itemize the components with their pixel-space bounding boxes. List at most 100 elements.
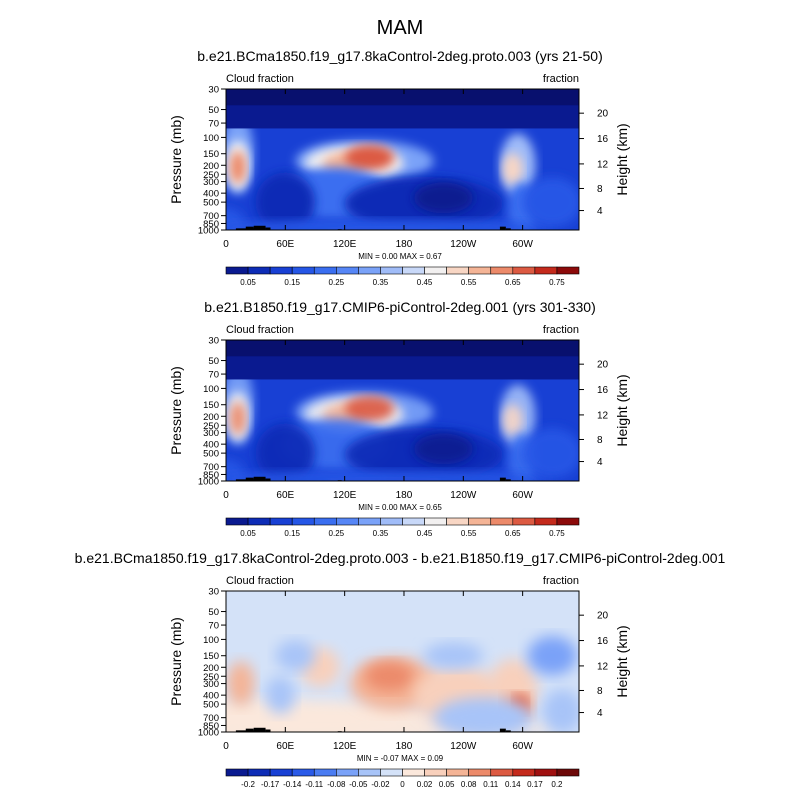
terrain [505, 730, 511, 732]
height-tick-label: 20 [597, 360, 609, 371]
contour-blob [344, 395, 395, 422]
colorbar-swatch [291, 266, 315, 275]
colorbar-swatch [269, 768, 293, 777]
height-tick-label: 4 [597, 708, 603, 719]
y-tick-label: 400 [203, 189, 219, 200]
colorbar-swatch [512, 768, 536, 777]
height-tick-label: 8 [597, 184, 603, 195]
y-tick-label: 200 [203, 663, 219, 674]
contour-blob [226, 219, 553, 230]
contour-blob [255, 423, 315, 481]
units-label: fraction [543, 575, 579, 587]
colorbar-swatch [380, 768, 403, 777]
stats-label: MIN = -0.07 MAX = 0.09 [357, 754, 444, 763]
contour-blob [542, 689, 579, 732]
terrain [265, 478, 271, 481]
y-tick-label: 50 [208, 105, 219, 116]
colorbar-swatch [534, 266, 558, 275]
colorbar-label: 0.05 [240, 278, 256, 287]
colorbar-label: 0.05 [439, 780, 455, 789]
colorbar-label: 0.35 [373, 529, 389, 538]
colorbar-label: 0.02 [417, 780, 433, 789]
y-tick-label: 100 [203, 635, 219, 646]
plot-frame [225, 88, 580, 231]
colorbar-label: 0 [400, 780, 405, 789]
colorbar-swatch [402, 517, 425, 526]
y-tick-label: 700 [203, 462, 219, 473]
contour-blob [522, 428, 579, 479]
x-tick-label: 60W [512, 239, 533, 250]
y-tick-label: 250 [203, 672, 219, 683]
y-tick-label: 500 [203, 700, 219, 711]
colorbar-swatch [247, 266, 271, 275]
y-tick-label: 200 [203, 161, 219, 172]
variable-label: Cloud fraction [226, 575, 294, 587]
panel-title: b.e21.BCma1850.f19_g17.8kaControl-2deg.p… [75, 550, 726, 566]
colorbar-label: 0.17 [527, 780, 543, 789]
colorbar-swatch [358, 266, 381, 275]
height-tick-label: 20 [597, 109, 609, 120]
colorbar-swatch [556, 517, 580, 526]
height-tick-label: 4 [597, 457, 603, 468]
colorbar-swatch [424, 517, 447, 526]
panel-2: b.e21.B1850.f19_g17.CMIP6-piControl-2deg… [168, 299, 630, 538]
contour-blob [275, 640, 315, 672]
height-tick-label: 12 [597, 159, 609, 170]
colorbar-label: -0.17 [261, 780, 280, 789]
colorbar: 0.05 0.15 0.25 0.35 0.45 0.55 0.65 0.75 [225, 266, 580, 287]
y-tick-label: 1000 [198, 477, 219, 488]
y-tick-label: 700 [203, 713, 219, 724]
colorbar-swatch [336, 266, 359, 275]
height-tick-label: 12 [597, 661, 609, 672]
contour-blob [364, 661, 414, 691]
colorbar-swatch [424, 266, 447, 275]
contour-blob [226, 661, 255, 706]
y-axis-title: Pressure (mb) [168, 617, 184, 706]
contour-blob [255, 172, 315, 230]
x-tick-label: 0 [223, 490, 229, 501]
colorbar: 0.05 0.15 0.25 0.35 0.45 0.55 0.65 0.75 [225, 517, 580, 538]
y-axis-title: Pressure (mb) [168, 366, 184, 455]
panel-1: b.e21.BCma1850.f19_g17.8kaControl-2deg.p… [168, 48, 630, 287]
colorbar-swatch [556, 768, 580, 777]
colorbar-swatch [534, 768, 558, 777]
y-tick-label: 500 [203, 449, 219, 460]
colorbar-label: 0.11 [483, 780, 499, 789]
height-tick-label: 12 [597, 410, 609, 421]
y-tick-label: 150 [203, 651, 219, 662]
x-tick-label: 120W [450, 490, 477, 501]
colorbar-swatch [468, 768, 492, 777]
y-tick-label: 100 [203, 133, 219, 144]
contour-blob [423, 642, 484, 670]
y-tick-label: 400 [203, 440, 219, 451]
panel-title: b.e21.B1850.f19_g17.CMIP6-piControl-2deg… [204, 299, 595, 315]
terrain [253, 727, 266, 732]
colorbar-swatch [336, 768, 359, 777]
colorbar: -0.2 -0.17 -0.14 -0.11 -0.08 -0.05 -0.02 0 0.02 0… [225, 768, 580, 789]
x-tick-label: 60E [276, 741, 294, 752]
terrain [245, 477, 254, 481]
y-tick-label: 50 [208, 607, 219, 618]
contour-blob [522, 177, 579, 228]
stats-label: MIN = 0.00 MAX = 0.65 [358, 503, 442, 512]
y-tick-label: 300 [203, 679, 219, 690]
terrain [265, 729, 271, 732]
terrain [505, 479, 511, 481]
colorbar-swatch [269, 517, 293, 526]
y-tick-label: 200 [203, 412, 219, 423]
y-tick-label: 500 [203, 198, 219, 209]
stats-label: MIN = 0.00 MAX = 0.67 [358, 252, 442, 261]
colorbar-swatch [468, 517, 492, 526]
panel-3: b.e21.BCma1850.f19_g17.8kaControl-2deg.p… [75, 550, 726, 789]
contour-field [226, 89, 579, 230]
terrain [253, 476, 266, 481]
variable-label: Cloud fraction [226, 324, 294, 336]
colorbar-swatch [468, 266, 492, 275]
colorbar-swatch [247, 768, 271, 777]
x-tick-label: 0 [223, 741, 229, 752]
colorbar-swatch [313, 768, 337, 777]
x-tick-label: 120W [450, 239, 477, 250]
y-tick-label: 850 [203, 219, 219, 230]
colorbar-label: -0.02 [371, 780, 390, 789]
contour-blob [265, 676, 296, 714]
